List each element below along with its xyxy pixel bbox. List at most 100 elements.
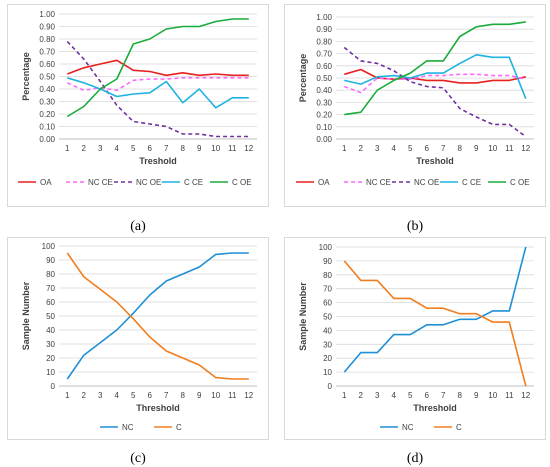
y-tick-label: 90 [323, 257, 332, 266]
x-tick-label: 3 [98, 144, 103, 153]
x-tick-label: 1 [342, 144, 347, 153]
y-tick-label: 0.30 [39, 98, 55, 107]
y-tick-label: 20 [46, 354, 55, 363]
x-tick-label: 10 [488, 391, 497, 400]
y-tick-label: 0.80 [39, 35, 55, 44]
x-tick-label: 9 [197, 391, 202, 400]
y-tick-label: 80 [46, 270, 55, 279]
x-tick-label: 2 [359, 391, 364, 400]
x-tick-label: 8 [458, 391, 463, 400]
x-tick-label: 9 [197, 144, 202, 153]
y-tick-label: 70 [46, 284, 55, 293]
x-tick-label: 11 [228, 391, 237, 400]
panel-label-c: (c) [130, 451, 146, 466]
legend-label: C [456, 423, 462, 432]
x-tick-label: 6 [425, 144, 430, 153]
y-tick-label: 0.50 [316, 74, 332, 83]
x-tick-label: 8 [181, 144, 186, 153]
y-axis-title: Sample Number [21, 281, 31, 350]
y-tick-label: 0.90 [316, 25, 332, 34]
x-tick-label: 10 [211, 144, 220, 153]
y-tick-label: 90 [46, 256, 55, 265]
series-line-nc-oe [66, 40, 249, 138]
x-tick-label: 10 [211, 391, 220, 400]
y-tick-label: 0.20 [316, 111, 332, 120]
y-tick-label: 0.20 [39, 110, 55, 119]
x-tick-label: 8 [458, 144, 463, 153]
legend-label: C CE [184, 178, 203, 187]
y-tick-label: 70 [323, 285, 332, 294]
x-tick-label: 6 [148, 144, 153, 153]
y-tick-label: 1.00 [39, 10, 55, 19]
legend-label: NC CE [366, 178, 391, 187]
x-tick-label: 10 [488, 144, 497, 153]
y-tick-label: 30 [323, 340, 332, 349]
chart-frame-a [7, 4, 269, 207]
x-tick-label: 11 [505, 144, 514, 153]
series-line-c-oe [344, 21, 526, 116]
x-axis-title: Treshold [139, 156, 177, 166]
y-axis-title: Percentage [298, 54, 308, 103]
x-tick-label: 7 [441, 391, 446, 400]
series-line-nc-ce [344, 73, 526, 94]
series-line-c [343, 260, 527, 387]
y-tick-label: 0.40 [39, 85, 55, 94]
y-tick-label: 0.70 [316, 50, 332, 59]
chart-frame-b [284, 4, 546, 207]
x-tick-label: 7 [164, 391, 169, 400]
legend-label: OA [318, 178, 330, 187]
panel-label-b: (b) [406, 219, 424, 234]
series-line-c-ce [344, 53, 527, 99]
x-tick-label: 5 [131, 144, 136, 153]
y-axis-title: Percentage [21, 52, 31, 101]
series-line-oa [344, 68, 526, 84]
y-tick-label: 50 [46, 312, 55, 321]
x-tick-label: 12 [244, 144, 253, 153]
x-tick-label: 5 [408, 144, 413, 153]
y-axis-title: Sample Number [298, 282, 308, 351]
y-tick-label: 0.00 [39, 135, 55, 144]
x-tick-label: 5 [408, 391, 413, 400]
y-tick-label: 100 [319, 243, 333, 252]
y-tick-label: 1.00 [316, 13, 332, 22]
x-tick-label: 9 [474, 144, 479, 153]
x-tick-label: 2 [82, 391, 87, 400]
legend-label: C [176, 423, 182, 432]
x-tick-label: 1 [65, 144, 70, 153]
x-axis-title: Threshold [413, 403, 457, 413]
series-line-nc [66, 252, 249, 380]
y-tick-label: 80 [323, 271, 332, 280]
legend-label: C OE [510, 178, 530, 187]
y-tick-label: 100 [42, 242, 56, 251]
series-line-oa [67, 59, 249, 77]
x-axis-title: Treshold [416, 156, 454, 166]
x-tick-label: 9 [474, 391, 479, 400]
x-tick-label: 3 [375, 391, 380, 400]
x-tick-label: 11 [228, 144, 237, 153]
series-line-nc [343, 246, 527, 373]
x-tick-label: 1 [65, 391, 70, 400]
y-tick-label: 60 [323, 299, 332, 308]
x-tick-label: 4 [115, 391, 120, 400]
y-tick-label: 20 [323, 354, 332, 363]
y-tick-label: 0.00 [316, 135, 332, 144]
chart-frame-c [7, 237, 269, 440]
x-tick-label: 4 [392, 391, 397, 400]
legend-label: C OE [232, 178, 252, 187]
y-tick-label: 40 [323, 326, 332, 335]
y-tick-label: 0.60 [316, 62, 332, 71]
x-tick-label: 12 [244, 391, 253, 400]
y-tick-label: 0 [51, 382, 56, 391]
x-tick-label: 4 [392, 144, 397, 153]
y-tick-label: 10 [323, 368, 332, 377]
x-tick-label: 12 [521, 144, 530, 153]
y-tick-label: 30 [46, 340, 55, 349]
x-tick-label: 1 [342, 391, 347, 400]
series-line-c-oe [66, 18, 249, 118]
y-tick-label: 0.30 [316, 98, 332, 107]
legend-label: NC OE [414, 178, 439, 187]
series-line-c [66, 252, 249, 380]
